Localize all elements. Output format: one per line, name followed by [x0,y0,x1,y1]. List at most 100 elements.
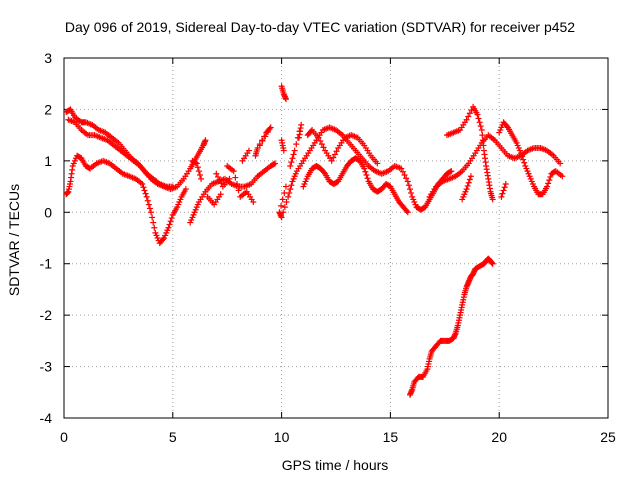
data-point [146,205,153,212]
data-point [466,176,473,183]
y-axis-label: SDTVAR / TECUs [6,184,22,296]
data-point [501,184,508,191]
data-point [290,151,297,158]
data-point [503,123,510,130]
x-tick-label: 0 [60,429,68,445]
data-point [142,190,149,197]
data-point [287,186,294,193]
data-point [281,204,288,211]
y-tick-label: -4 [40,410,53,426]
chart-title: Day 096 of 2019, Sidereal Day-to-day VTE… [65,19,575,35]
data-point [406,186,413,193]
data-point [291,147,298,154]
data-point [216,177,223,184]
data-point [160,236,167,243]
data-point [317,137,324,144]
data-point [333,148,340,155]
data-point [465,113,472,120]
data-point [282,183,289,190]
data-point [544,183,551,190]
data-point [286,190,293,196]
data-point [500,187,507,194]
x-tick-label: 5 [169,429,177,445]
series-track-b-upper [65,116,176,190]
data-point [149,214,156,221]
data-point [144,197,151,204]
data-point [194,164,201,171]
data-point [404,178,411,185]
data-point [463,116,470,123]
chart-ticks [63,57,609,419]
data-point [499,190,506,197]
data-point [363,172,370,178]
data-point [331,151,338,158]
data-point [218,180,225,187]
data-point [232,174,239,181]
data-point [408,190,415,196]
data-point [168,215,175,222]
data-point [267,124,274,131]
plot-frame [63,57,609,419]
data-point [190,158,197,165]
y-tick-label: 0 [44,204,52,220]
data-point [150,219,157,226]
series-track-g-evening [426,103,566,203]
data-point [165,224,172,231]
data-point [362,168,369,175]
data-point [245,147,252,154]
y-tick-label: 1 [44,153,52,169]
data-point [480,142,487,149]
chart-grid [64,58,608,418]
data-point [283,199,290,205]
data-point [489,260,496,267]
series-track-c-dip [63,152,189,247]
data-point [285,193,292,200]
data-point [266,125,273,132]
data-point [447,168,454,175]
data-point [405,182,412,189]
data-point [475,115,482,122]
data-point [361,165,368,172]
data-point [477,123,484,130]
data-point [399,168,406,175]
data-point [519,153,526,160]
data-point [330,154,337,161]
y-tick-label: 3 [44,50,52,66]
data-point [86,164,93,171]
data-point [293,141,300,148]
data-point [141,187,148,194]
data-point [403,175,410,182]
data-point [259,137,266,144]
data-point [289,155,296,162]
series-track-h-descent [406,255,496,398]
data-point [521,159,528,166]
x-tick-label: 10 [274,429,290,445]
data-point [287,163,294,169]
data-point [478,127,485,133]
data-point [282,96,289,103]
data-point [559,173,566,180]
data-point [474,111,481,118]
data-point [517,150,524,157]
data-point [279,196,286,203]
data-point [226,175,233,182]
x-tick-labels: 0 5 10 15 20 25 [60,429,616,445]
x-tick-label: 15 [383,429,399,445]
y-tick-label: 2 [44,101,52,117]
data-point [143,193,150,200]
data-point [148,209,155,216]
data-point [465,179,472,186]
data-point [189,157,196,164]
data-point [280,209,287,216]
data-point [195,168,202,175]
data-point [256,142,263,149]
data-point [214,173,221,180]
data-point [403,208,410,214]
data-point [272,160,279,167]
data-point [315,134,322,141]
data-point [374,160,381,167]
data-point [213,170,220,177]
y-tick-label: -1 [40,256,53,272]
data-point [233,181,240,187]
data-point [280,147,287,154]
